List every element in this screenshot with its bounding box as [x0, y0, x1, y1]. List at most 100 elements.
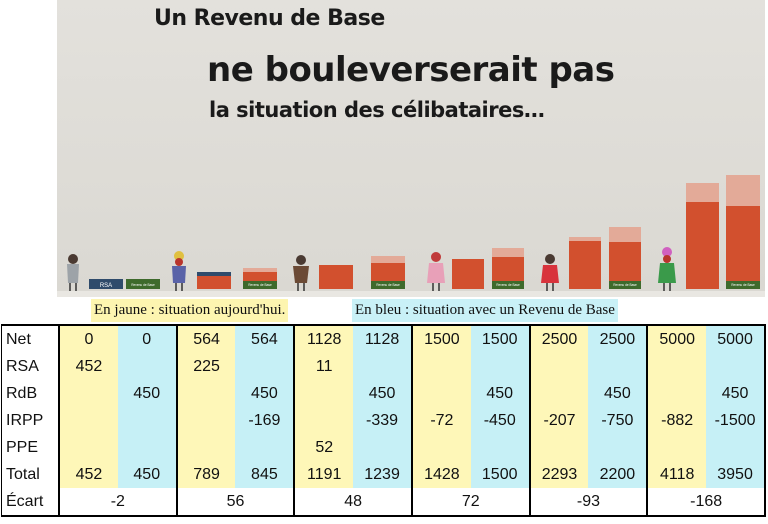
cell-today — [175, 380, 236, 407]
cell-today: 1500 — [410, 324, 471, 353]
bar-2a — [197, 275, 231, 289]
character-1 — [67, 254, 79, 291]
cell-today — [293, 380, 354, 407]
rdb-label-2: Revenu de Base — [248, 283, 272, 287]
rdb-block-2 — [243, 281, 277, 289]
cell-today — [528, 380, 589, 407]
table-row: IRPP -169 -339 -72 -450 -207 -750 -882 -1500 — [1, 407, 766, 434]
bar-2b — [243, 272, 277, 281]
row-label: IRPP — [1, 407, 59, 434]
cell-revenu-de-base — [470, 434, 530, 461]
table-row: RSA 452 225 11 — [1, 353, 766, 380]
table-row: Total 452 450 789 845 1191 1239 1428 1500 2293 220… — [1, 461, 766, 488]
cell-today: 225 — [175, 353, 236, 380]
cell-revenu-de-base: 450 — [235, 380, 295, 407]
cell-revenu-de-base — [588, 353, 648, 380]
cell-today: 789 — [175, 461, 236, 488]
cell-revenu-de-base: 2500 — [588, 324, 648, 353]
bar-3b-top — [371, 256, 405, 264]
bar-4a — [452, 259, 484, 289]
rdb-label-4: Revenu de Base — [496, 283, 520, 287]
cell-today — [528, 353, 589, 380]
cell-revenu-de-base: 5000 — [706, 324, 766, 353]
cell-ecart: 48 — [293, 488, 412, 517]
rdb-label-3: Revenu de Base — [376, 283, 400, 287]
cell-revenu-de-base — [588, 434, 648, 461]
cell-revenu-de-base — [706, 434, 766, 461]
cell-today — [646, 434, 707, 461]
cell-today — [293, 407, 354, 434]
row-label: RSA — [1, 353, 59, 380]
cell-revenu-de-base: 1500 — [470, 461, 530, 488]
bar-5b — [609, 242, 641, 281]
cell-ecart: 72 — [410, 488, 530, 517]
cell-revenu-de-base: 1500 — [470, 324, 530, 353]
cell-ecart: -168 — [646, 488, 766, 517]
cell-today: 5000 — [646, 324, 707, 353]
cell-revenu-de-base — [117, 434, 177, 461]
character-2 — [172, 251, 186, 291]
row-label: Total — [1, 461, 59, 488]
bar-6b-top — [726, 175, 760, 207]
cell-revenu-de-base: -450 — [470, 407, 530, 434]
bar-6a-top — [686, 183, 719, 203]
title-line-3: la situation des célibataires… — [209, 98, 545, 122]
cell-today: 0 — [58, 324, 118, 353]
cell-revenu-de-base: 450 — [117, 380, 177, 407]
cell-today: 2500 — [528, 324, 589, 353]
cell-today — [646, 353, 707, 380]
cell-revenu-de-base — [353, 434, 412, 461]
cell-revenu-de-base — [117, 353, 177, 380]
character-5 — [541, 254, 559, 291]
cell-today — [58, 380, 118, 407]
cell-today: 564 — [175, 324, 236, 353]
bar-illustration: RSA Revenu de Base Revenu de Base Revenu… — [57, 175, 765, 297]
rdb-block-6 — [726, 281, 760, 289]
cell-revenu-de-base: 0 — [117, 324, 177, 353]
cell-revenu-de-base: 450 — [470, 380, 530, 407]
cell-revenu-de-base: -339 — [353, 407, 412, 434]
cell-revenu-de-base: -750 — [588, 407, 648, 434]
cell-revenu-de-base: -169 — [235, 407, 295, 434]
row-label-ecart: Écart — [1, 488, 59, 517]
rdb-block-3 — [371, 281, 405, 289]
row-label: RdB — [1, 380, 59, 407]
cell-ecart: 56 — [175, 488, 295, 517]
cell-today — [646, 380, 707, 407]
cell-today: 452 — [58, 461, 118, 488]
cell-today: 1128 — [293, 324, 354, 353]
bar-4b-top — [492, 248, 524, 258]
bar-4b — [492, 257, 524, 281]
cell-revenu-de-base: 450 — [706, 380, 766, 407]
cell-today — [410, 434, 471, 461]
character-3 — [293, 255, 309, 291]
table-row-ecart: Écart -2 56 48 72 -93 -168 — [1, 488, 766, 517]
cell-ecart: -2 — [58, 488, 177, 517]
cell-revenu-de-base: 450 — [353, 380, 412, 407]
cell-revenu-de-base — [117, 407, 177, 434]
cell-today: -72 — [410, 407, 471, 434]
rdb-block-5 — [609, 281, 641, 289]
cell-today: 1191 — [293, 461, 354, 488]
table-row: RdB 450 450 450 450 450 450 — [1, 380, 766, 407]
cell-revenu-de-base — [706, 353, 766, 380]
title-line-2: ne bouleverserait pas — [207, 50, 615, 90]
cell-revenu-de-base: 845 — [235, 461, 295, 488]
rsa-block-2 — [197, 272, 231, 276]
rsa-block-1 — [89, 279, 123, 289]
cell-today — [175, 434, 236, 461]
bar-6a — [686, 202, 719, 289]
cell-today — [175, 407, 236, 434]
table-row: PPE 52 — [1, 434, 766, 461]
cell-today: 4118 — [646, 461, 707, 488]
cell-today — [58, 434, 118, 461]
cell-today: 11 — [293, 353, 354, 380]
bar-2b-top — [243, 268, 277, 275]
title-line-1: Un Revenu de Base — [154, 6, 385, 31]
cell-revenu-de-base: 2200 — [588, 461, 648, 488]
comparison-table: Net 0 0 564 564 1128 1128 1500 1500 2500 2500 5000 5… — [1, 324, 766, 517]
bar-5b-top — [609, 227, 641, 243]
cell-today: -207 — [528, 407, 589, 434]
cell-revenu-de-base — [235, 434, 295, 461]
video-frame: Un Revenu de Base ne bouleverserait pas … — [57, 0, 765, 297]
